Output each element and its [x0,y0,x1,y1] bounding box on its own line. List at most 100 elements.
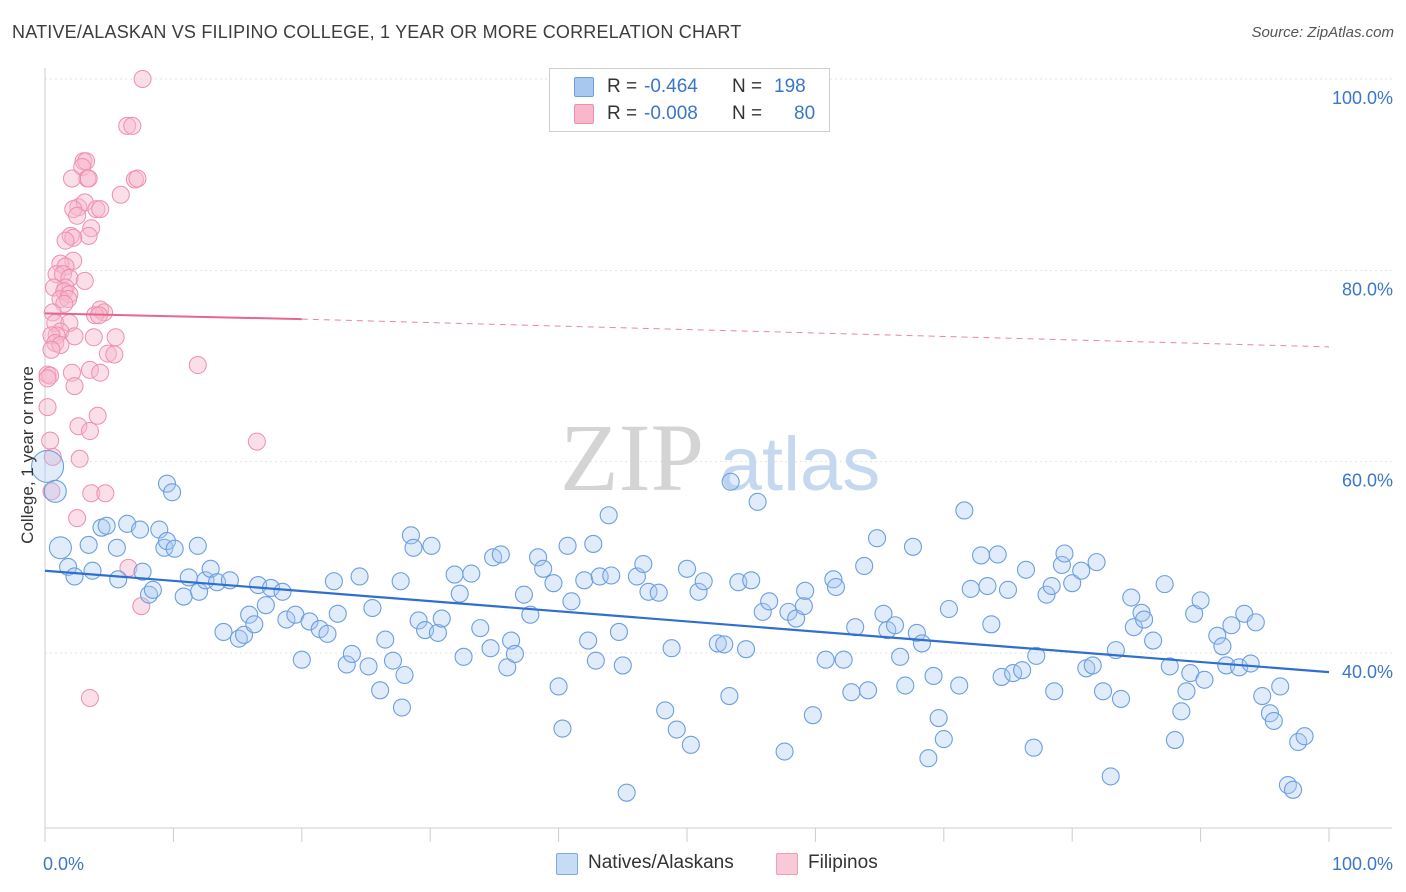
native-point [998,580,1018,599]
native-point [31,449,65,484]
native-point [549,677,568,696]
native-point [342,644,361,664]
filipino-point [38,398,57,417]
native-point [1195,670,1214,689]
native-point [912,634,932,653]
filipino-point [65,327,84,346]
native-point [1111,689,1131,708]
x-tick-labels: 0.0% 100.0% [43,854,1393,874]
filipino-point [61,226,80,245]
legend-row-filipinos: R = -0.008 N = 80 [550,100,829,126]
filipino-point [38,369,57,388]
native-point [562,592,581,611]
native-point [462,564,481,583]
legend-n-value-natives: 198 [774,76,806,97]
native-point [363,598,382,618]
y-tick-label: 80.0% [1342,279,1393,299]
filipino-point [65,377,84,396]
native-point [934,730,953,749]
filipino-point [44,278,63,297]
native-point [157,532,177,551]
filipino-point [123,116,142,135]
filipino-point [60,268,79,287]
native-point [955,501,974,520]
native-point [1230,658,1249,677]
native-point [1264,711,1283,730]
legend-n-value-filipinos: 80 [794,103,816,124]
native-point [826,577,845,597]
native-point [609,622,628,642]
native-point [1144,631,1163,650]
native-point [1093,682,1113,701]
native-point [950,676,969,695]
native-point [43,479,67,503]
native-point [350,567,369,586]
native-point [1191,591,1210,610]
native-point [163,483,182,502]
filipino-point [80,422,99,441]
filipino-point [91,363,110,382]
native-point [1027,646,1046,665]
native-point [318,624,337,643]
native-point [133,562,152,581]
legend-swatch-natives [574,77,594,97]
native-point [775,742,794,761]
filipino-point [80,360,99,379]
native-point [79,535,98,554]
native-point [376,630,395,649]
filipino-point [88,406,107,425]
filipino-point [111,185,130,204]
native-point [1122,588,1141,607]
native-point [450,584,469,603]
native-point [502,631,521,650]
native-point [428,623,447,642]
native-point [708,634,727,653]
native-point [1072,561,1091,580]
native-point [579,631,598,650]
filipino-point [79,169,98,188]
legend-r-label: R = [607,76,638,97]
native-point [404,538,423,557]
native-point [816,650,835,669]
native-point [97,516,116,535]
native-point [1160,657,1179,676]
x-tick-label-max: 100.0% [1332,854,1393,874]
native-point [689,582,708,601]
native-point [721,472,740,491]
native-point [842,683,861,702]
native-point [529,548,548,567]
chart-title: NATIVE/ALASKAN VS FILIPINO COLLEGE, 1 YE… [12,22,742,42]
native-point [214,622,233,642]
filipino-point [43,303,62,322]
y-tick-label: 100.0% [1332,88,1393,108]
native-point [534,559,553,578]
filipino-point [118,116,137,135]
filipino-point [41,431,60,450]
native-point [656,701,675,720]
native-point [1063,574,1082,593]
filipino-point [80,688,99,707]
native-point [109,570,128,589]
native-point [498,658,517,677]
native-point [454,647,473,666]
native-point [1271,677,1290,696]
native-point [961,579,980,598]
native-point [681,735,700,754]
watermark-zip: ZIP [560,404,704,511]
native-point [130,520,150,539]
native-point [971,546,991,565]
legend-label-filipinos: Filipinos [808,852,878,873]
native-point [924,666,943,686]
native-point [188,536,207,555]
native-point [65,567,84,586]
filipino-point [62,169,81,188]
filipino-point [51,254,70,273]
native-point [1016,560,1036,579]
native-point [514,585,533,604]
legend-r-label: R = [607,103,638,124]
native-point [575,571,594,590]
native-point [337,655,356,674]
native-point [907,623,926,642]
filipino-point [98,344,117,363]
native-point [737,640,756,659]
